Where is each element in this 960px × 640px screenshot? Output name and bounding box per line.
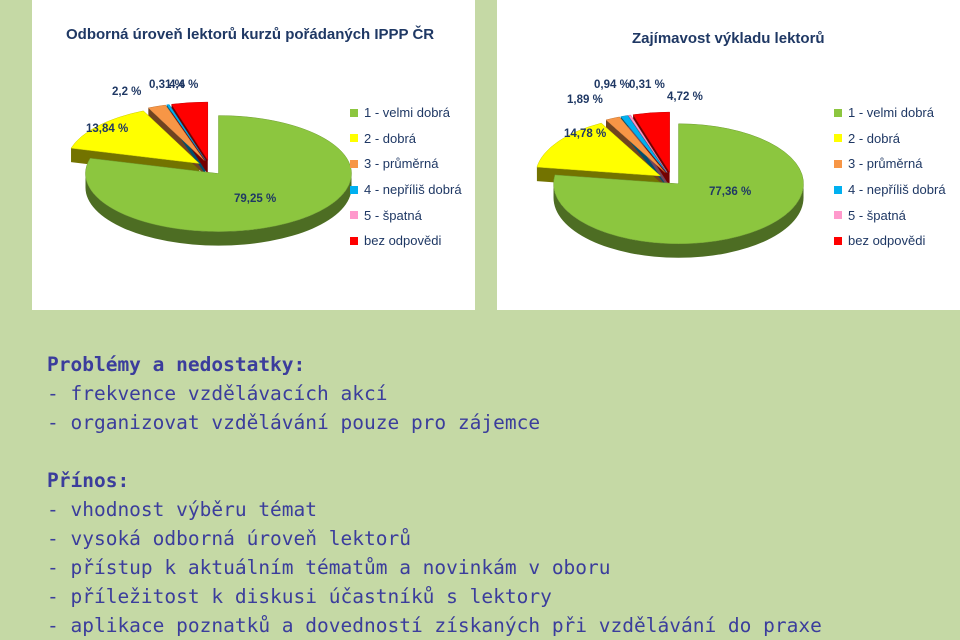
- data-label: 79,25 %: [234, 193, 276, 205]
- data-label: 0,31 %: [149, 79, 185, 91]
- legend-item: 5 - špatná: [834, 202, 946, 228]
- legend-label: 5 - špatná: [848, 207, 906, 223]
- benefit-item: - přístup k aktuálním tématům a novinkám…: [47, 556, 611, 579]
- benefit-item: - aplikace poznatků a dovedností získaný…: [47, 614, 822, 637]
- legend-swatch: [350, 108, 358, 117]
- legend-swatch: [350, 211, 358, 220]
- legend-swatch: [834, 236, 842, 245]
- slice-no-answer: [632, 111, 670, 173]
- legend-swatch: [834, 211, 842, 220]
- slice-average: [605, 116, 666, 173]
- legend-swatch: [350, 159, 358, 168]
- data-label: 4,4 %: [169, 79, 198, 91]
- chart-panel-expertise: Odborná úroveň lektorů kurzů pořádaných …: [32, 0, 475, 310]
- chart-panel-interest: Zajímavost výkladu lektorů 77,36 % 14,78 …: [497, 0, 960, 310]
- data-label: 14,78 %: [564, 128, 606, 140]
- legend-label: 2 - dobrá: [848, 130, 901, 146]
- data-label: 0,31 %: [629, 79, 665, 91]
- legend-swatch: [350, 185, 358, 194]
- pie-slices: [536, 111, 804, 245]
- legend-label: 4 - nepříliš dobrá: [848, 182, 946, 198]
- legend-label: 4 - nepříliš dobrá: [364, 182, 462, 198]
- pie-chart-expertise: 79,25 % 13,84 % 2,2 % 0,31 %4,4 %: [70, 79, 352, 246]
- data-label: 0,94 %: [594, 79, 630, 91]
- legend-swatch: [350, 134, 358, 143]
- data-label: 77,36 %: [709, 186, 751, 198]
- slice-very-good: [553, 123, 804, 245]
- chart-legend: 1 - velmi dobrá 2 - dobrá 3 - průměrná 4 - …: [350, 100, 462, 254]
- chart-title: Odborná úroveň lektorů kurzů pořádaných …: [66, 26, 435, 43]
- legend-item: 5 - špatná: [350, 202, 462, 228]
- legend-label: 5 - špatná: [364, 207, 422, 223]
- slice-not-very-good: [166, 104, 206, 161]
- slice-very-good: [85, 115, 352, 232]
- notes-section: Problémy a nedostatky: - frekvence vzděl…: [47, 350, 822, 640]
- legend-label: 3 - průměrná: [364, 156, 439, 172]
- chart-title: Zajímavost výkladu lektorů: [632, 30, 825, 47]
- legend-label: 1 - velmi dobrá: [364, 105, 450, 121]
- legend-item: 3 - průměrná: [834, 151, 946, 177]
- legend-label: 1 - velmi dobrá: [848, 105, 934, 121]
- data-label: 1,89 %: [567, 94, 603, 106]
- legend-item: 4 - nepříliš dobrá: [350, 177, 462, 203]
- legend-swatch: [834, 159, 842, 168]
- slice-good: [70, 110, 201, 164]
- slice-average: [147, 104, 205, 161]
- problems-heading: Problémy a nedostatky:: [47, 353, 306, 376]
- legend-item: 4 - nepříliš dobrá: [834, 177, 946, 203]
- spacer: [47, 437, 822, 466]
- slice-good: [536, 122, 662, 177]
- legend-item: bez odpovědi: [834, 228, 946, 254]
- problem-item: - organizovat vzdělávání pouze pro zájem…: [47, 411, 541, 434]
- data-label: 2,2 %: [112, 86, 141, 98]
- data-label: 4,72 %: [667, 91, 703, 103]
- benefit-item: - vysoká odborná úroveň lektorů: [47, 527, 411, 550]
- slice-not-very-good: [620, 115, 667, 173]
- legend-item: bez odpovědi: [350, 228, 462, 254]
- legend-item: 2 - dobrá: [350, 126, 462, 152]
- benefit-item: - vhodnost výběru témat: [47, 498, 318, 521]
- data-label: 13,84 %: [86, 123, 128, 135]
- legend-label: 2 - dobrá: [364, 130, 417, 146]
- legend-item: 3 - průměrná: [350, 151, 462, 177]
- legend-label: bez odpovědi: [848, 233, 926, 249]
- legend-item: 1 - velmi dobrá: [834, 100, 946, 126]
- legend-swatch: [834, 108, 842, 117]
- slice-very-good-side: [553, 183, 804, 258]
- legend-swatch: [350, 236, 358, 245]
- slice-very-good-side: [85, 173, 352, 246]
- problem-item: - frekvence vzdělávacích akcí: [47, 382, 388, 405]
- chart-legend: 1 - velmi dobrá 2 - dobrá 3 - průměrná 4 - …: [834, 100, 946, 254]
- slice-poor: [627, 114, 668, 173]
- legend-label: 3 - průměrná: [848, 156, 923, 172]
- legend-item: 1 - velmi dobrá: [350, 100, 462, 126]
- legend-item: 2 - dobrá: [834, 126, 946, 152]
- pie-chart-interest: 77,36 % 14,78 % 1,89 % 0,94 % 0,31 %4,72 %: [536, 79, 804, 258]
- slice-no-answer: [171, 101, 209, 161]
- legend-swatch: [834, 185, 842, 194]
- pie-slices: [70, 101, 352, 232]
- legend-swatch: [834, 134, 842, 143]
- benefits-heading: Přínos:: [47, 469, 130, 492]
- benefit-item: - příležitost k diskusi účastníků s lekt…: [47, 585, 552, 608]
- legend-label: bez odpovědi: [364, 233, 442, 249]
